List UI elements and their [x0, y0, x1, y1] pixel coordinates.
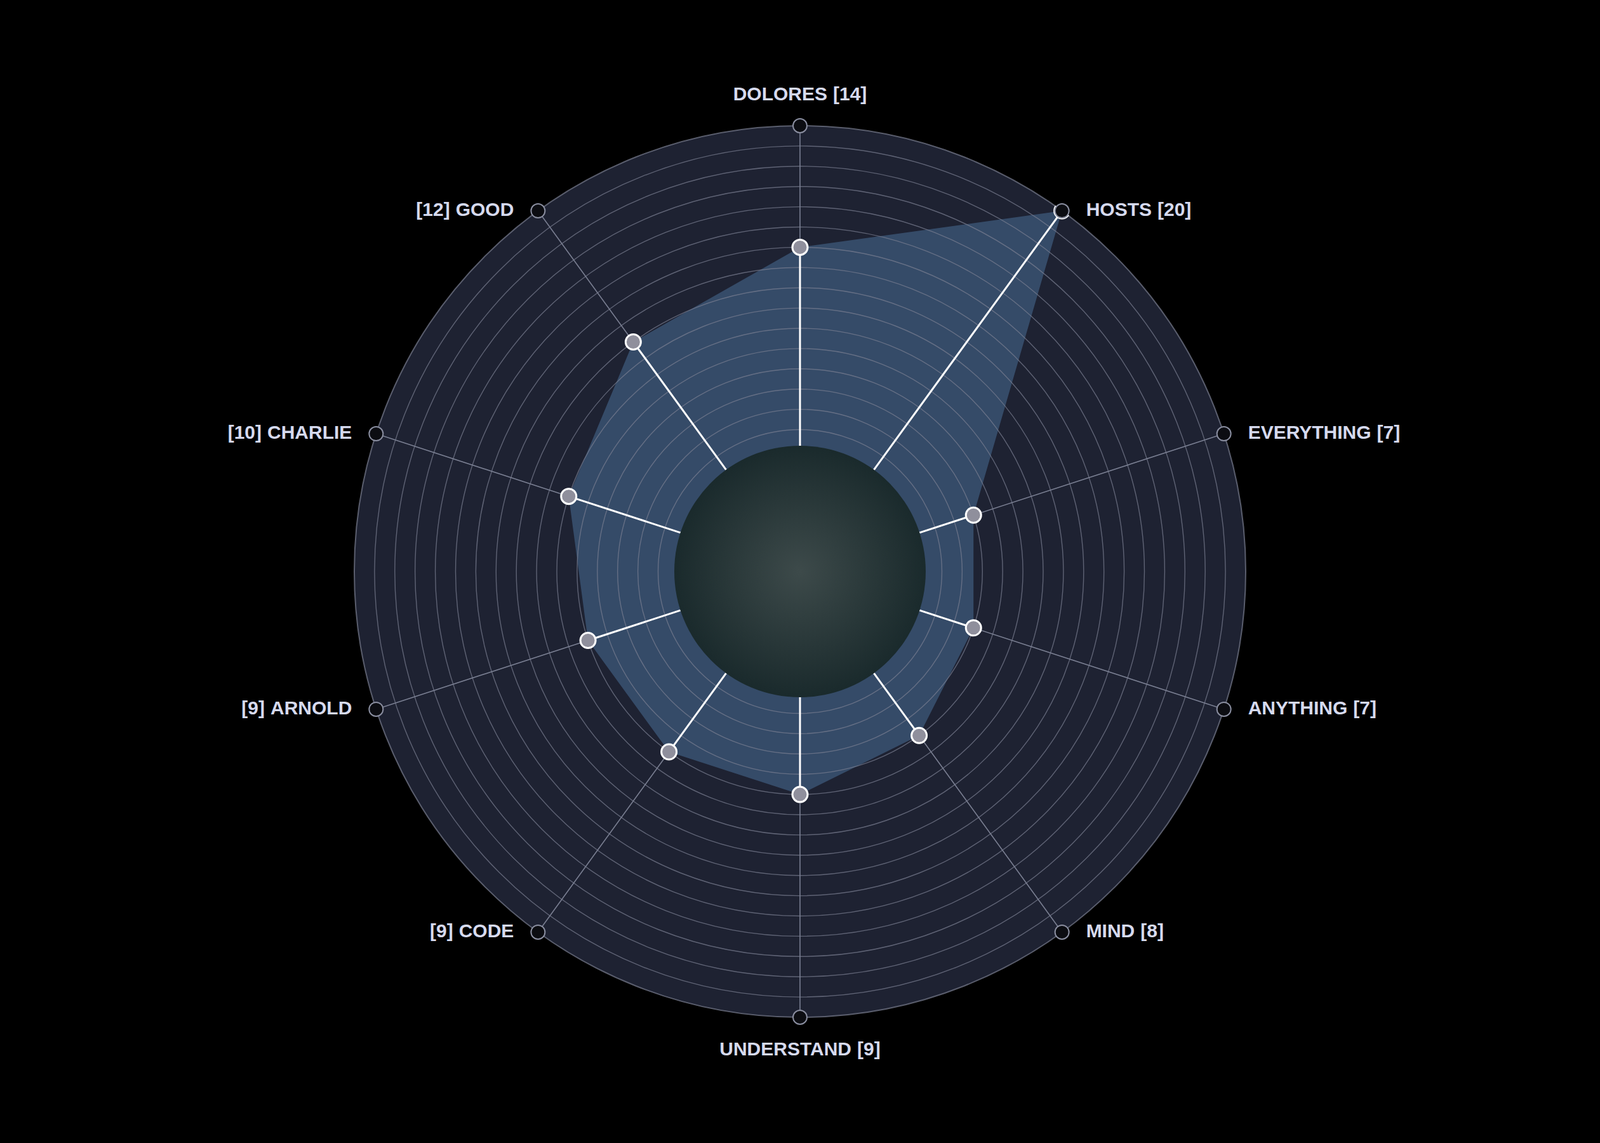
axis-label: UNDERSTAND[9]	[719, 1038, 880, 1060]
value-label: [14]	[833, 83, 867, 105]
value-label: [9]	[429, 920, 454, 941]
value-point	[580, 632, 596, 648]
axis-label: [12]GOOD	[415, 198, 514, 220]
axis-spoke	[537, 210, 726, 470]
value-label: [9]	[857, 1038, 881, 1060]
axis-label: [9]ARNOLD	[241, 697, 352, 719]
axis-label: HOSTS[20]	[1086, 198, 1192, 220]
axis-end-dot	[1217, 702, 1232, 717]
axis-label: ANYTHING[7]	[1248, 697, 1377, 719]
value-point	[911, 727, 927, 743]
value-spoke	[873, 210, 1062, 470]
value-point	[792, 786, 808, 802]
axis-label: MIND[8]	[1086, 920, 1164, 941]
axis-label: DOLORES[14]	[733, 83, 868, 105]
value-point	[625, 334, 641, 350]
category-label: ANYTHING	[1248, 697, 1348, 719]
grid-ring	[475, 246, 1124, 896]
center-photo	[674, 445, 926, 698]
axis-label: [9]CODE	[429, 920, 514, 941]
axis-end-dot	[1055, 925, 1070, 940]
value-point	[1054, 203, 1070, 219]
plot-area	[354, 125, 1246, 1018]
category-label: EVERYTHING	[1248, 421, 1372, 443]
axis-end-dot	[1055, 203, 1070, 218]
axis-spoke	[873, 673, 1062, 933]
grid-ring	[658, 429, 943, 714]
axis-end-dot	[530, 925, 545, 940]
axis-end-dot	[368, 702, 383, 717]
value-spoke	[669, 673, 727, 752]
value-spoke	[633, 342, 726, 470]
value-label: [12]	[415, 198, 450, 220]
category-label: UNDERSTAND	[719, 1038, 852, 1060]
value-label: [9]	[241, 697, 265, 719]
axis-end-dot	[1217, 426, 1232, 441]
chart: DOLORES[14]HOSTS[20]EVERYTHING[7]ANYTHIN…	[0, 0, 1600, 1143]
axis-label: EVERYTHING[7]	[1248, 421, 1401, 443]
grid	[354, 125, 1246, 1018]
axis-spoke	[799, 697, 801, 1018]
axis-end-dot	[368, 426, 383, 441]
value-point	[965, 507, 981, 523]
axis-end-dot	[793, 1010, 807, 1025]
value-spoke	[873, 673, 919, 736]
value-label: [7]	[1377, 421, 1401, 443]
value-label: [7]	[1353, 697, 1377, 719]
axis-spoke	[873, 210, 1062, 470]
value-point	[661, 744, 677, 760]
axis-end-dot	[793, 118, 807, 133]
value-label: [8]	[1140, 920, 1164, 941]
radar	[354, 125, 1246, 1018]
value-spoke	[799, 246, 802, 446]
value-label: [20]	[1157, 198, 1192, 220]
axis-spoke	[537, 673, 726, 933]
category-label: DOLORES	[733, 83, 828, 105]
category-label: CODE	[459, 920, 515, 941]
value-spoke	[568, 496, 681, 533]
marks	[568, 210, 1063, 795]
category-label: GOOD	[455, 198, 515, 220]
grid-ring	[354, 125, 1246, 1018]
category-label: ARNOLD	[270, 697, 352, 719]
axis-spoke	[375, 433, 680, 533]
axis-label: [10]CHARLIE	[227, 421, 353, 443]
value-label: [10]	[227, 421, 262, 443]
labels: DOLORES[14]HOSTS[20]EVERYTHING[7]ANYTHIN…	[227, 83, 1401, 1060]
points	[561, 203, 1070, 802]
value-point	[965, 620, 981, 636]
category-label: CHARLIE	[267, 421, 352, 443]
value-spoke	[587, 610, 681, 640]
value-point	[792, 239, 808, 255]
axis-end-dot	[530, 203, 545, 218]
axis-spoke	[375, 610, 680, 710]
grid-ring	[638, 409, 963, 734]
axis-spoke	[919, 610, 1224, 710]
value-point	[561, 488, 577, 505]
axis-spoke	[919, 433, 1224, 533]
background	[0, 0, 1600, 1143]
radar-area	[568, 210, 1063, 795]
spokes	[375, 125, 1224, 1018]
category-label: HOSTS	[1086, 198, 1152, 220]
axis-spoke	[799, 125, 801, 446]
value-spoke	[799, 697, 802, 795]
category-label: MIND	[1086, 920, 1136, 941]
